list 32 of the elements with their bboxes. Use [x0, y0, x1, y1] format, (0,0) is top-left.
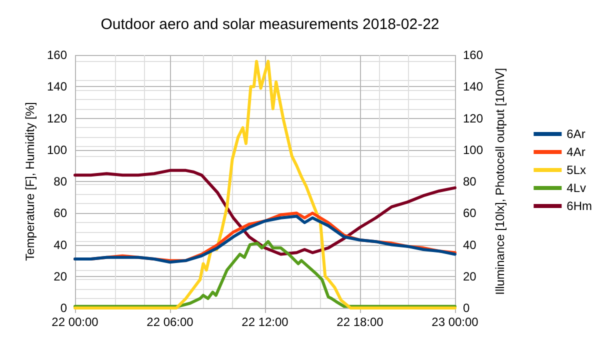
x-tick-label: 22 00:00 — [52, 315, 99, 329]
legend-label: 6Hm — [566, 199, 592, 213]
x-tick-label: 22 06:00 — [146, 315, 194, 329]
y-tick-label: 120 — [46, 111, 68, 126]
y2-tick-label: 40 — [463, 238, 477, 252]
legend-label: 4Ar — [566, 145, 586, 159]
legend-label: 6Ar — [566, 127, 586, 141]
y2-tick-label: 120 — [463, 111, 484, 126]
y2-tick-label: 60 — [463, 206, 477, 220]
chart-title: Outdoor aero and solar measurements 2018-02-22 — [100, 16, 440, 33]
x-tick-label: 23 00:00 — [432, 315, 479, 329]
y2-tick-label: 160 — [463, 48, 484, 62]
y-tick-label: 140 — [46, 80, 68, 94]
legend-label: 5Lx — [566, 163, 586, 177]
y2-tick-label: 100 — [463, 142, 484, 157]
x-tick-label: 22 12:00 — [242, 315, 289, 329]
y2-tick-label: 80 — [463, 174, 477, 188]
y-tick-label: 60 — [54, 206, 68, 220]
y-tick-label: 160 — [46, 48, 68, 62]
y2-tick-label: 20 — [463, 269, 477, 284]
legend-label: 4Lv — [566, 181, 586, 195]
y-axis-title: Temperature [F], Humidity [%] — [23, 102, 38, 261]
y-tick-label: 40 — [54, 238, 68, 252]
y2-axis-title: Illuminance [10lx], Photocell output [10mV] — [492, 68, 507, 295]
y-tick-label: 80 — [54, 174, 68, 188]
x-tick-label: 22 18:00 — [336, 315, 384, 329]
y-tick-label: 20 — [54, 269, 68, 284]
line-series — [74, 168, 456, 256]
y2-tick-label: 0 — [463, 301, 470, 315]
y-tick-label: 100 — [46, 142, 68, 157]
y2-tick-label: 140 — [463, 80, 484, 94]
y-tick-label: 0 — [60, 301, 68, 315]
